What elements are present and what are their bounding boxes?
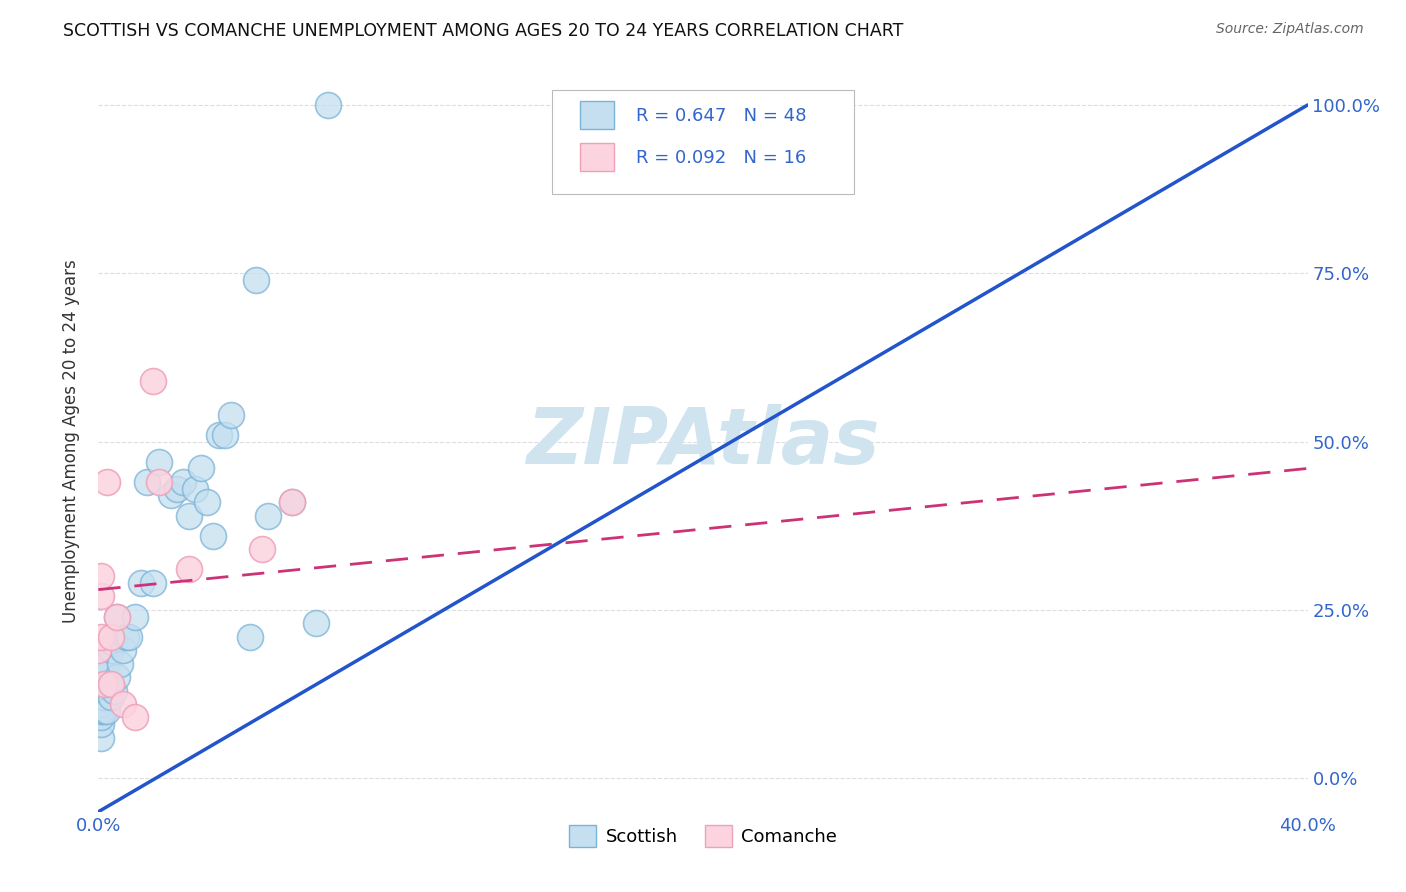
Point [90,630,112,644]
Text: SCOTTISH VS COMANCHE UNEMPLOYMENT AMONG AGES 20 TO 24 YEARS CORRELATION CHART: SCOTTISH VS COMANCHE UNEMPLOYMENT AMONG … [63,22,904,40]
Point [245,273,267,287]
Point [93,690,115,705]
Point [118,630,141,644]
Point [90,710,112,724]
Text: Source: ZipAtlas.com: Source: ZipAtlas.com [1216,22,1364,37]
Point [129,575,152,590]
Point [96,657,118,671]
Bar [579,101,613,129]
Point [142,374,165,388]
Bar [579,144,613,171]
Point [124,710,146,724]
Point [239,630,262,644]
Point [90,704,112,718]
Point [108,657,131,671]
Point [103,683,125,698]
Point [250,542,273,557]
Point [93,657,115,671]
Point [111,643,134,657]
Point [90,569,112,583]
Point [105,609,128,624]
Point [90,717,112,731]
Point [202,529,225,543]
Point [93,677,115,691]
Point [135,475,157,489]
Point [100,630,122,644]
Point [160,488,183,502]
Point [281,495,304,509]
Point [90,697,112,711]
Point [90,664,112,678]
Y-axis label: Unemployment Among Ages 20 to 24 years: Unemployment Among Ages 20 to 24 years [62,260,80,624]
Point [281,495,304,509]
Text: ZIPAtlas: ZIPAtlas [526,403,880,480]
Point [179,562,201,576]
Point [87,643,110,657]
Point [316,98,339,112]
Point [124,609,146,624]
Point [100,677,122,691]
Point [256,508,278,523]
Point [105,609,128,624]
FancyBboxPatch shape [551,90,855,194]
Point [90,657,112,671]
Point [305,616,328,631]
Point [96,475,118,489]
Point [90,590,112,604]
Point [142,575,165,590]
Point [100,643,122,657]
Text: R = 0.092   N = 16: R = 0.092 N = 16 [637,149,807,167]
Point [172,475,194,489]
Point [105,670,128,684]
Point [114,630,136,644]
Point [111,697,134,711]
Point [90,670,112,684]
Point [96,704,118,718]
Point [214,427,236,442]
Point [166,482,188,496]
Point [100,690,122,705]
Point [148,455,170,469]
Point [208,427,231,442]
Point [90,690,112,705]
Point [184,482,207,496]
Point [179,508,201,523]
Legend: Scottish, Comanche: Scottish, Comanche [562,818,844,855]
Point [93,677,115,691]
Text: R = 0.647   N = 48: R = 0.647 N = 48 [637,107,807,125]
Point [103,636,125,650]
Point [195,495,218,509]
Point [90,731,112,745]
Point [221,408,243,422]
Point [148,475,170,489]
Point [190,461,212,475]
Point [93,704,115,718]
Point [90,677,112,691]
